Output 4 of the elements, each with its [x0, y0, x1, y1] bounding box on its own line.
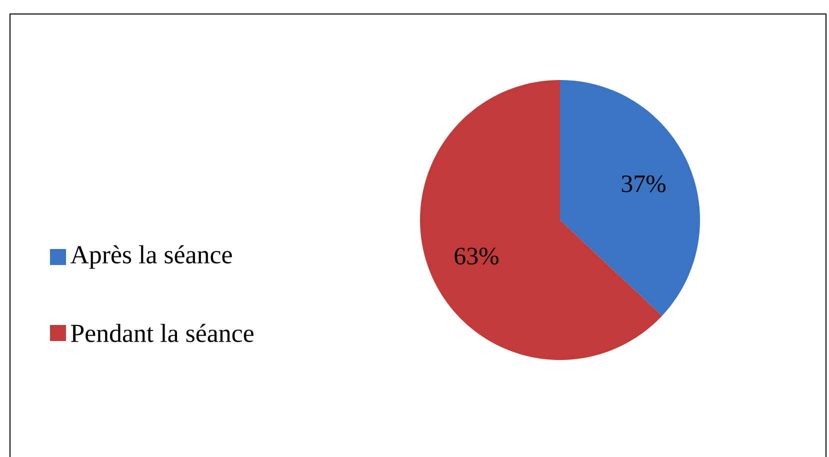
legend-label: Après la séance [70, 245, 232, 269]
legend-label: Pendant la séance [70, 324, 254, 342]
data-label: 37% [622, 175, 666, 192]
data-label: 63% [454, 248, 498, 265]
